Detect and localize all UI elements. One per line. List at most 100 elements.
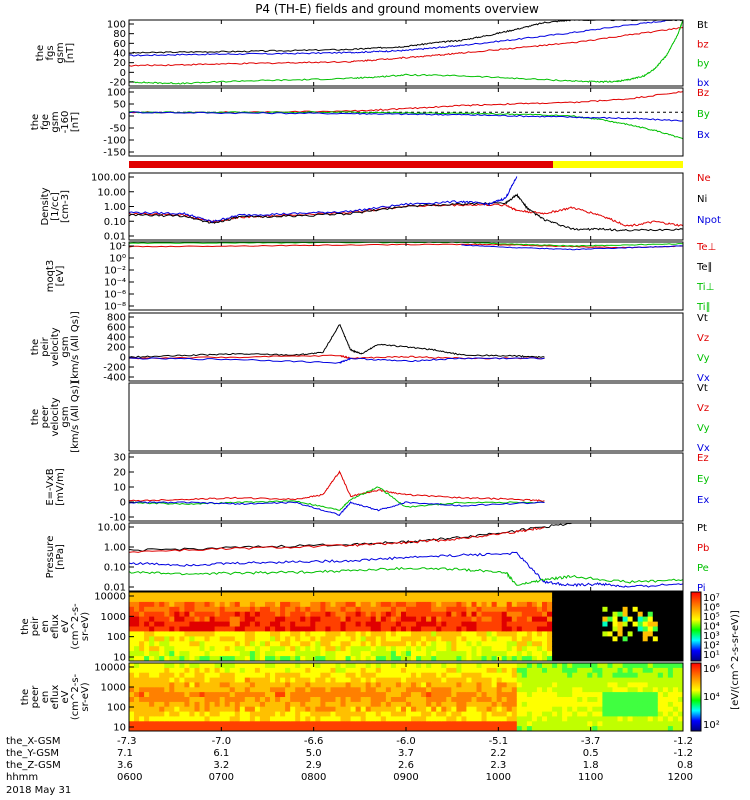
heatmap-cell — [547, 663, 553, 669]
heatmap-cell — [642, 626, 649, 632]
heatmap-cell — [511, 711, 518, 717]
heatmap-cell — [179, 687, 185, 693]
heatmap-cell — [249, 646, 256, 652]
heatmap-cell — [552, 626, 558, 632]
heatmap-cell — [547, 592, 553, 598]
heatmap-cell — [466, 677, 472, 683]
heatmap-cell — [249, 687, 256, 693]
heatmap-cell — [516, 621, 523, 627]
heatmap-cell — [370, 672, 377, 679]
heatmap-cell — [345, 667, 352, 674]
heatmap-cell — [275, 706, 281, 713]
heatmap-cell — [385, 606, 392, 613]
heatmap-cell — [355, 606, 362, 613]
heatmap-cell — [431, 611, 437, 618]
heatmap-cell — [506, 631, 513, 637]
heatmap-cell — [390, 592, 397, 598]
heatmap-cell — [345, 621, 352, 627]
heatmap-cell — [320, 656, 326, 662]
heatmap-cell — [471, 667, 477, 674]
heatmap-cell — [486, 636, 493, 642]
heatmap-cell — [390, 651, 397, 657]
heatmap-cell — [516, 721, 523, 727]
heatmap-cell — [642, 692, 649, 698]
heatmap-cell — [259, 646, 266, 652]
heatmap-cell — [557, 596, 563, 603]
heatmap-cell — [431, 616, 437, 622]
heatmap-cell — [451, 697, 457, 703]
heatmap-cell — [557, 651, 563, 657]
heatmap-cell — [516, 706, 523, 713]
heatmap-cell — [567, 651, 573, 657]
heatmap-cell — [547, 701, 553, 708]
heatmap-cell — [345, 716, 352, 722]
heatmap-cell — [627, 626, 634, 632]
heatmap-cell — [567, 701, 573, 708]
heatmap-cell — [360, 651, 367, 657]
ylabel-line: gsm — [55, 42, 66, 63]
legend-peir_vel-vt: Vt — [697, 313, 708, 324]
heatmap-cell — [164, 631, 170, 637]
heatmap-cell — [204, 706, 210, 713]
heatmap-cell — [355, 616, 362, 622]
heatmap-cell — [139, 636, 145, 642]
footer-value: 0600 — [117, 772, 142, 783]
heatmap-cell — [547, 621, 553, 627]
heatmap-cell — [149, 721, 155, 727]
heatmap-cell — [249, 716, 256, 722]
heatmap-cell — [244, 667, 251, 674]
heatmap-cell — [144, 663, 150, 669]
heatmap-cell — [456, 616, 462, 622]
heatmap-cell — [330, 601, 336, 608]
heatmap-cell — [325, 631, 331, 637]
heatmap-cell — [360, 706, 367, 713]
heatmap-cell — [411, 711, 417, 717]
heatmap-cell — [531, 711, 538, 717]
heatmap-cell — [174, 606, 180, 613]
heatmap-cell — [426, 663, 432, 669]
heatmap-cell — [365, 606, 372, 613]
heatmap-cell — [411, 692, 417, 698]
heatmap-cell — [436, 641, 442, 647]
heatmap-cell — [491, 697, 498, 703]
heatmap-cell — [169, 682, 175, 688]
heatmap-cell — [491, 682, 498, 688]
heatmap-cell — [471, 621, 477, 627]
heatmap-cell — [617, 596, 623, 603]
heatmap-cell — [265, 621, 271, 627]
heatmap-cell — [390, 711, 397, 717]
heatmap-cell — [401, 636, 407, 642]
heatmap-cell — [179, 697, 185, 703]
heatmap-cell — [446, 701, 452, 708]
heatmap-cell — [224, 592, 231, 598]
ylabel-line: peir — [30, 616, 41, 636]
heatmap-cell — [612, 711, 618, 717]
heatmap-cell — [627, 711, 634, 717]
heatmap-cell — [501, 621, 508, 627]
heatmap-cell — [431, 641, 437, 647]
heatmap-cell — [129, 697, 135, 703]
heatmap-cell — [526, 651, 533, 657]
heatmap-cell — [265, 641, 271, 647]
heatmap-cell — [239, 646, 246, 652]
heatmap-cell — [562, 726, 568, 732]
heatmap-cell — [300, 596, 306, 603]
heatmap-cell — [320, 626, 326, 632]
heatmap-cell — [330, 636, 336, 642]
heatmap-cell — [270, 656, 276, 662]
heatmap-cell — [632, 677, 639, 683]
heatmap-cell — [350, 726, 357, 732]
heatmap-cell — [426, 611, 432, 618]
heatmap-cell — [370, 682, 377, 688]
heatmap-cell — [134, 611, 140, 618]
heatmap-cell — [587, 682, 593, 688]
heatmap-cell — [275, 621, 281, 627]
heatmap-cell — [526, 631, 533, 637]
heatmap-cell — [421, 677, 427, 683]
heatmap-cell — [562, 651, 568, 657]
heatmap-cell — [395, 621, 402, 627]
heatmap-cell — [572, 611, 578, 618]
heatmap-cell — [330, 711, 336, 717]
heatmap-cell — [214, 606, 221, 613]
